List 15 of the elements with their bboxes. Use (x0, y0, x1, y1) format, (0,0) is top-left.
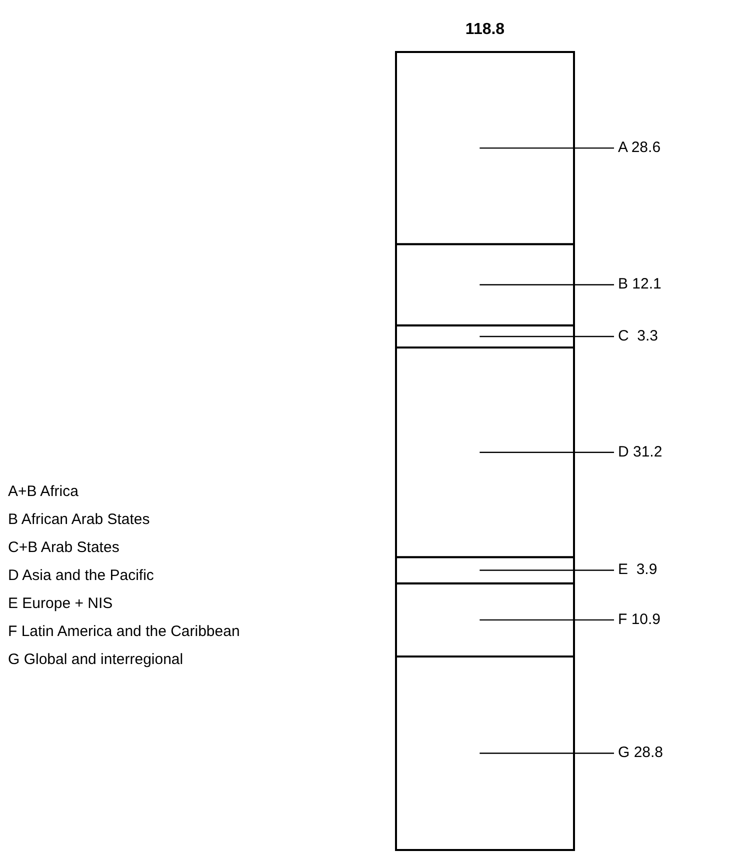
text: D Asia and the Pacific (8, 566, 155, 586)
text: F Latin America and the Caribbean (8, 622, 241, 642)
data-label: C 3.3 (618, 327, 658, 344)
total-label: 118.8 (465, 21, 505, 38)
data-label: F 10.9 (618, 610, 661, 628)
data-label: B 12.1 (618, 276, 662, 293)
text: C+B Arab States (8, 538, 120, 558)
text: A+B Africa (8, 482, 80, 502)
text: G Global and interregional (8, 650, 184, 670)
data-label: D 31.2 (618, 443, 662, 460)
text: B African Arab States (8, 510, 151, 530)
data-label: E 3.9 (618, 561, 658, 578)
data-label: A 28.6 (618, 139, 661, 156)
data-label: G 28.8 (618, 744, 664, 762)
text: E Europe + NIS (8, 594, 114, 614)
